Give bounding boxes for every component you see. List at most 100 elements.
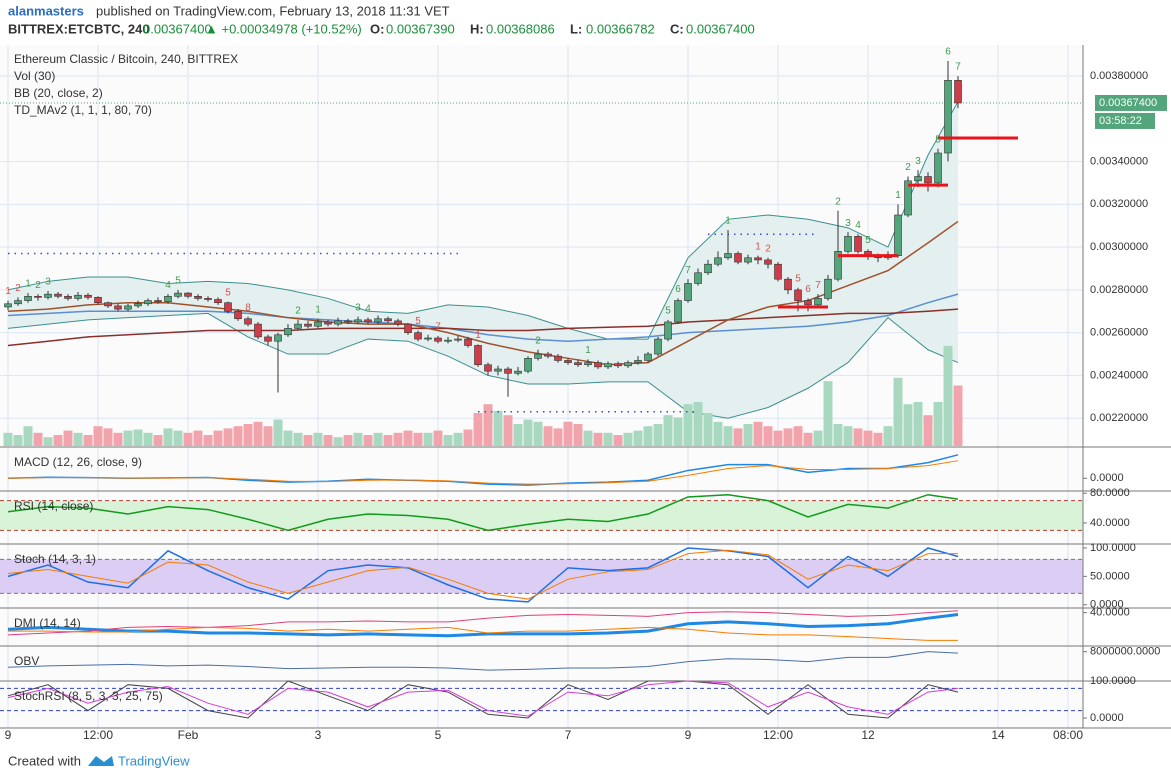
candle-body [424, 337, 432, 340]
volume-bar [533, 421, 543, 446]
volume-bar [113, 432, 123, 446]
volume-bar [53, 435, 63, 446]
candle-body [894, 214, 902, 256]
volume-bar [453, 432, 463, 446]
candle-body [604, 363, 612, 368]
volume-bar [393, 432, 403, 446]
author: alanmasters [8, 3, 84, 18]
candle-body [324, 321, 332, 325]
ohlc-label: O: [370, 21, 384, 36]
volume-bar [343, 435, 353, 446]
volume-bar [3, 432, 13, 446]
volume-bar [133, 429, 143, 446]
volume-bar [173, 430, 183, 446]
x-tick-label: 14 [991, 728, 1005, 742]
volume-bar [363, 435, 373, 446]
legend-entry: Vol (30) [14, 69, 55, 83]
candle-body [344, 320, 352, 323]
volume-bar [843, 426, 853, 446]
volume-bar [573, 424, 583, 446]
candle-body [64, 295, 72, 299]
x-tick-label: 9 [5, 728, 12, 742]
candle-body [4, 303, 12, 308]
volume-bar [233, 426, 243, 446]
volume-bar [283, 430, 293, 446]
candle-body [84, 294, 92, 298]
candle-body [574, 362, 582, 366]
candle-body [594, 362, 602, 368]
volume-bar [523, 419, 533, 446]
volume-bar [273, 419, 283, 446]
candle-body [334, 320, 342, 325]
pane-title: StochRSI (8, 5, 3, 3, 25, 75) [14, 689, 163, 703]
td-count: 6 [805, 284, 811, 295]
volume-bar [13, 435, 23, 446]
candle-body [804, 300, 812, 306]
candle-body [784, 278, 792, 291]
y-tick-label: 0.00260000 [1090, 327, 1148, 339]
volume-bar [633, 430, 643, 446]
x-tick-label: 12:00 [763, 728, 793, 742]
volume-bar [743, 424, 753, 446]
y-tick-label: 0.00320000 [1090, 198, 1148, 210]
volume-bar [443, 435, 453, 446]
volume-bar [483, 404, 493, 446]
volume-bar [703, 413, 713, 446]
candle-body [274, 334, 282, 342]
candle-body [184, 292, 192, 297]
indicator-line [7, 460, 959, 485]
volume-bar [143, 432, 153, 446]
ohlc-label: L: [570, 21, 582, 36]
y-tick-label: 0.00300000 [1090, 241, 1148, 253]
volume-bar [333, 437, 343, 446]
td-count: 1 [315, 304, 321, 315]
td-count: 4 [165, 280, 171, 291]
candle-body [714, 257, 722, 265]
volume-bar [863, 430, 873, 446]
volume-bar [203, 435, 213, 446]
legend-entry: TD_MAv2 (1, 1, 1, 80, 70) [14, 103, 152, 117]
volume-bar [663, 415, 673, 446]
candle-body [924, 176, 932, 184]
volume-bar [913, 402, 923, 446]
volume-bar [33, 432, 43, 446]
y-tick-label: 40.0000 [1090, 517, 1130, 529]
candle-body [224, 302, 232, 312]
x-tick-label: 08:00 [1053, 728, 1083, 742]
candle-body [814, 298, 822, 306]
td-count: 5 [795, 273, 801, 284]
indicator-line [7, 680, 959, 719]
candle-body [484, 364, 492, 372]
pane-title: RSI (14, close) [14, 499, 93, 513]
candle-body [634, 360, 642, 363]
volume-bar [473, 413, 483, 446]
countdown-tag [1095, 112, 1155, 129]
volume-bar [603, 432, 613, 446]
ohlc-label: C: [670, 21, 684, 36]
candle-body [854, 236, 862, 252]
volume-bar [423, 432, 433, 446]
volume-bar [673, 417, 683, 446]
candle-body [724, 253, 732, 259]
td-count: 7 [435, 321, 441, 332]
volume-bar [493, 410, 503, 446]
volume-bar [643, 426, 653, 446]
candle-body [704, 263, 712, 274]
candle-body [104, 302, 112, 307]
candle-body [44, 293, 52, 298]
volume-bar [383, 435, 393, 446]
td-count: 1 [5, 286, 11, 297]
ohlc-value: 0.00366782 [586, 21, 655, 36]
volume-bar [783, 428, 793, 446]
x-tick-label: 9 [685, 728, 692, 742]
candle-body [454, 338, 462, 341]
x-tick-label: Feb [178, 728, 199, 742]
td-count: 2 [35, 280, 41, 291]
candle-body [374, 318, 382, 323]
td-count: 3 [45, 277, 51, 288]
td-count: 7 [955, 62, 961, 73]
y-tick-label: 0.00220000 [1090, 412, 1148, 424]
moving-average [7, 293, 959, 342]
volume-bar [433, 430, 443, 446]
